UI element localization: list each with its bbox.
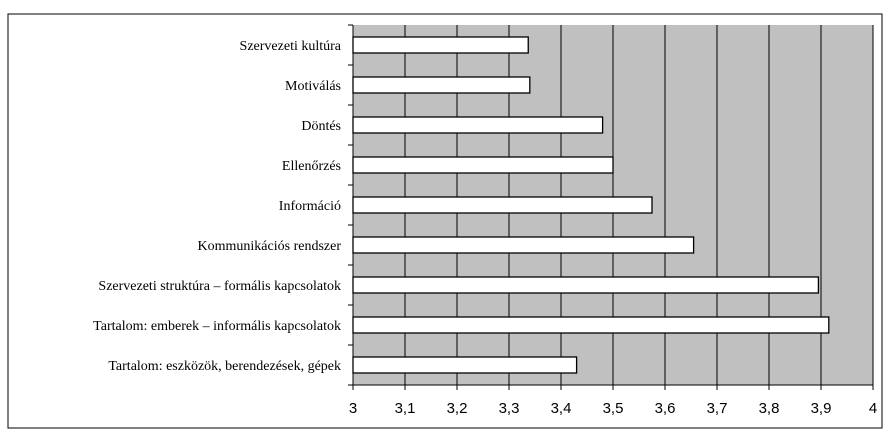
x-tick-label: 3,9 — [811, 400, 832, 417]
y-tick-label: Tartalom: eszközök, berendezések, gépek — [108, 359, 341, 374]
y-tick-label: Kommunikációs rendszer — [198, 239, 342, 254]
bar — [352, 276, 820, 294]
bar — [352, 116, 604, 134]
y-tick-label: Tartalom: emberek – informális kapcsolat… — [93, 319, 341, 334]
y-tick-label: Motiválás — [285, 79, 341, 94]
bar — [352, 356, 578, 374]
x-tick-label: 3,7 — [707, 400, 728, 417]
y-tick-label: Döntés — [301, 119, 341, 134]
x-tick-label: 3,6 — [655, 400, 676, 417]
y-tick-label: Ellenőrzés — [282, 159, 341, 174]
x-tick-label: 3,2 — [447, 400, 468, 417]
bar — [352, 76, 531, 94]
x-tick-label: 3,8 — [759, 400, 780, 417]
x-tick-label: 3,1 — [395, 400, 416, 417]
y-tick-label: Szervezeti kultúra — [240, 39, 342, 54]
x-tick-label: 3,3 — [499, 400, 520, 417]
x-tick-label: 4 — [869, 400, 877, 417]
x-tick-label: 3 — [349, 400, 357, 417]
x-tick-label: 3,4 — [551, 400, 572, 417]
bar — [352, 236, 695, 254]
bar — [352, 156, 614, 174]
bar — [352, 316, 830, 334]
bar — [352, 36, 529, 54]
y-tick-label: Szervezeti struktúra – formális kapcsola… — [98, 279, 341, 294]
bar — [352, 196, 653, 214]
x-tick-label: 3,5 — [603, 400, 624, 417]
y-tick-label: Információ — [279, 199, 341, 214]
